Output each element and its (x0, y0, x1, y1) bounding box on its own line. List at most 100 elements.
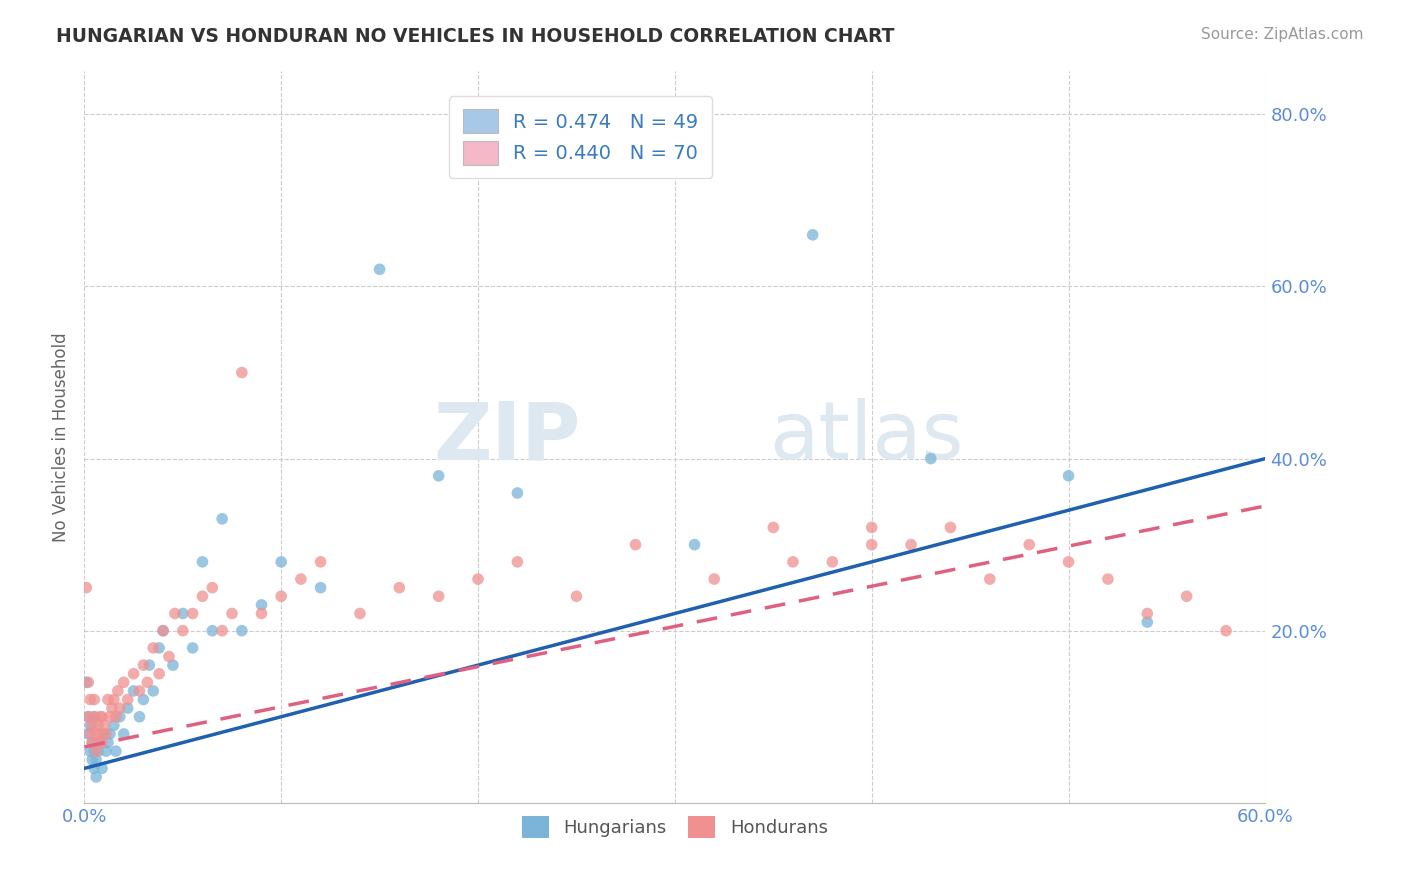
Point (91, 710, 114, 724)
Point (77, 675, 100, 690)
Point (388, 581, 411, 595)
Point (83, 710, 105, 724)
Point (82, 735, 104, 749)
Y-axis label: No Vehicles in Household: No Vehicles in Household (52, 332, 70, 542)
Point (762, 520, 785, 534)
Point (162, 658, 184, 673)
Point (75, 581, 97, 595)
Point (349, 607, 371, 621)
Point (231, 366, 253, 380)
Point (87, 718, 110, 732)
Point (75, 675, 97, 690)
Point (250, 607, 273, 621)
Point (117, 701, 139, 715)
Point (565, 589, 588, 603)
Text: Source: ZipAtlas.com: Source: ZipAtlas.com (1201, 27, 1364, 42)
Point (211, 624, 233, 638)
Point (112, 675, 135, 690)
Point (703, 572, 725, 586)
Point (152, 624, 174, 638)
Point (84, 744, 107, 758)
Point (103, 718, 125, 732)
Point (191, 555, 214, 569)
Point (89, 710, 111, 724)
Point (250, 598, 273, 612)
Point (138, 658, 160, 673)
Point (939, 520, 962, 534)
Point (801, 227, 824, 242)
Point (104, 710, 127, 724)
Point (87, 735, 110, 749)
Point (77, 727, 100, 741)
Point (83, 692, 105, 706)
Point (107, 684, 129, 698)
Point (467, 572, 489, 586)
Point (83, 744, 105, 758)
Point (128, 684, 150, 698)
Point (506, 555, 529, 569)
Point (79, 692, 101, 706)
Point (91, 761, 114, 775)
Point (148, 640, 170, 655)
Point (142, 640, 165, 655)
Point (979, 572, 1001, 586)
Point (97, 735, 120, 749)
Point (98, 727, 121, 741)
Point (506, 486, 529, 500)
Point (309, 555, 332, 569)
Point (368, 262, 391, 277)
Point (83, 761, 105, 775)
Point (181, 607, 204, 621)
Point (860, 520, 883, 534)
Point (683, 538, 706, 552)
Point (148, 666, 170, 681)
Point (1097, 572, 1119, 586)
Point (1136, 607, 1159, 621)
Point (1018, 538, 1040, 552)
Point (94, 744, 117, 758)
Point (132, 658, 155, 673)
Point (83, 710, 105, 724)
Point (211, 512, 233, 526)
Point (181, 640, 204, 655)
Point (98, 710, 121, 724)
Point (782, 555, 804, 569)
Point (79, 727, 101, 741)
Point (821, 555, 844, 569)
Point (201, 581, 224, 595)
Point (152, 624, 174, 638)
Point (117, 692, 139, 706)
Point (104, 744, 127, 758)
Point (122, 684, 145, 698)
Text: HUNGARIAN VS HONDURAN NO VEHICLES IN HOUSEHOLD CORRELATION CHART: HUNGARIAN VS HONDURAN NO VEHICLES IN HOU… (56, 27, 894, 45)
Text: ZIP: ZIP (433, 398, 581, 476)
Point (77, 710, 100, 724)
Point (108, 710, 131, 724)
Point (94, 727, 117, 741)
Point (142, 684, 165, 698)
Point (82, 753, 104, 767)
Point (84, 770, 107, 784)
Point (79, 718, 101, 732)
Point (89, 735, 111, 749)
Point (201, 624, 224, 638)
Point (163, 607, 186, 621)
Point (136, 675, 159, 690)
Point (1215, 624, 1237, 638)
Point (427, 468, 450, 483)
Point (87, 744, 110, 758)
Point (122, 666, 145, 681)
Point (624, 538, 647, 552)
Point (108, 701, 131, 715)
Point (172, 607, 194, 621)
Point (221, 607, 243, 621)
Point (97, 692, 120, 706)
Point (309, 581, 332, 595)
Point (157, 649, 180, 664)
Point (93, 727, 115, 741)
Point (112, 727, 135, 741)
Point (270, 589, 292, 603)
Point (101, 701, 124, 715)
Point (77, 710, 100, 724)
Point (1057, 468, 1080, 483)
